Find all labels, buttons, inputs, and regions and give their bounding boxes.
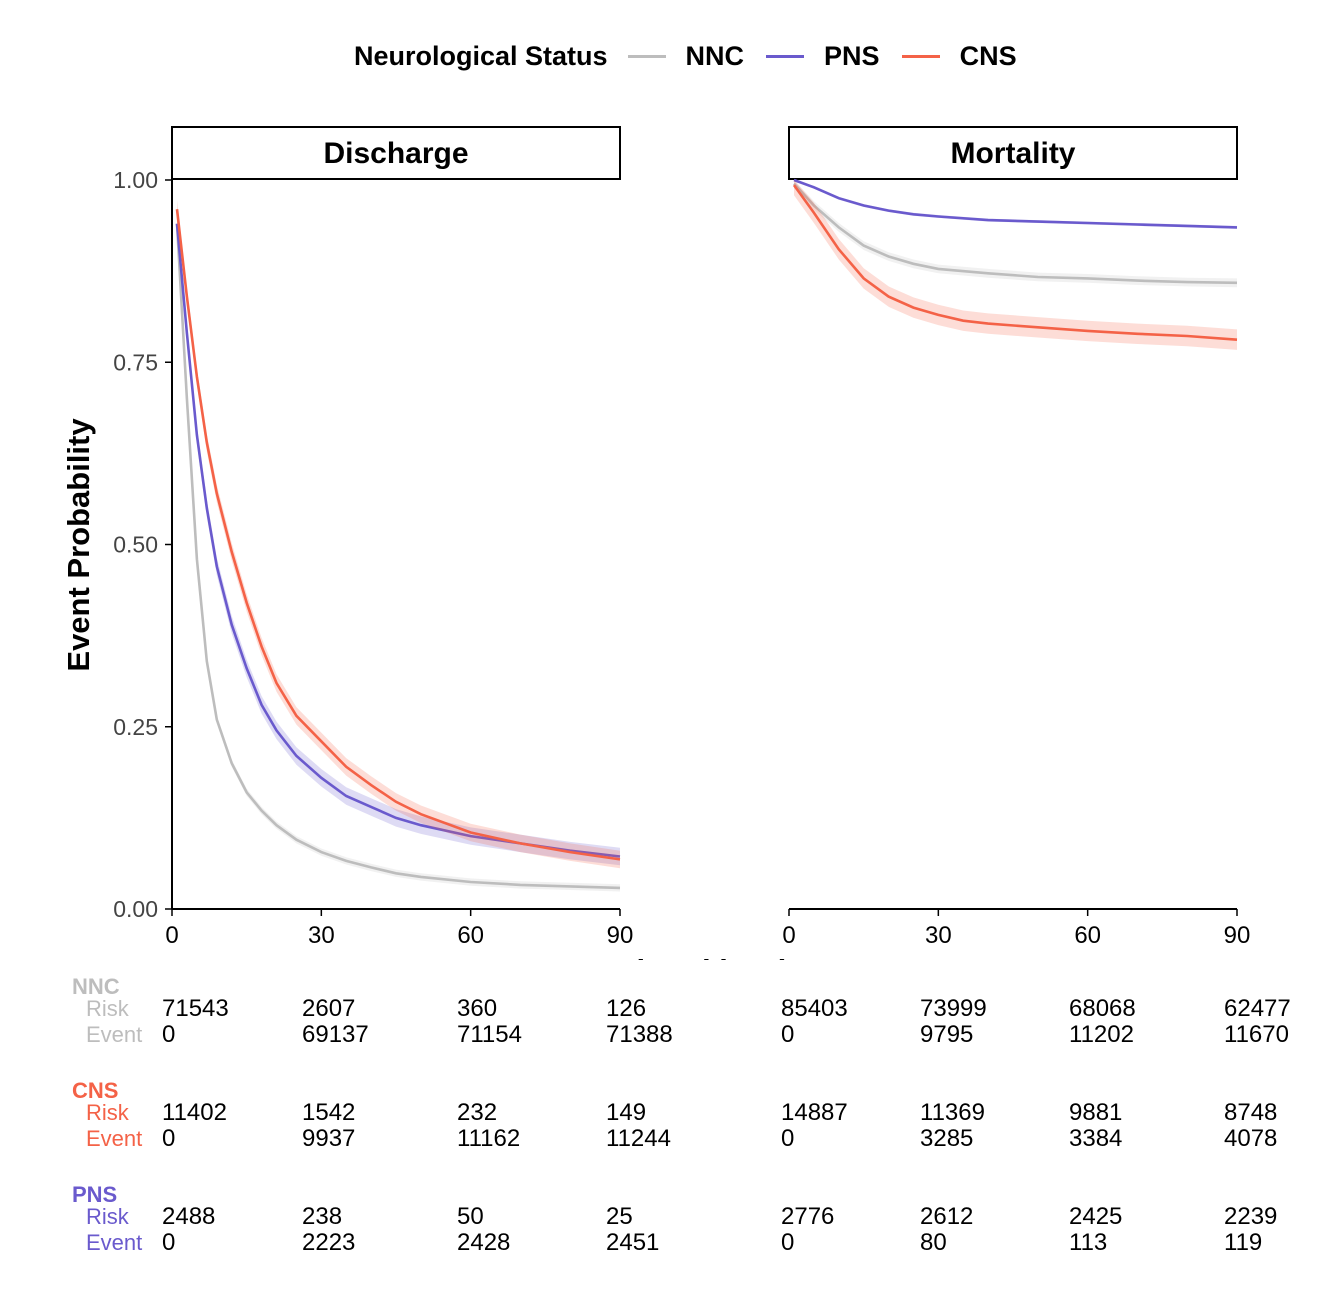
risk-cell-mortality: 9795 xyxy=(920,1021,974,1048)
panel-strip xyxy=(171,126,621,180)
risk-row-label: Event xyxy=(86,1230,143,1255)
x-tick-label: 60 xyxy=(1074,922,1101,949)
series-line-pns xyxy=(175,223,621,858)
risk-cell-mortality: 11670 xyxy=(1224,1021,1289,1048)
risk-cell-discharge: 232 xyxy=(457,1099,498,1126)
series-line-pns xyxy=(793,178,1238,229)
risk-cell-discharge: 71388 xyxy=(606,1021,673,1048)
risk-cell-mortality: 0 xyxy=(781,1021,795,1048)
risk-cell-mortality: 11202 xyxy=(1069,1021,1134,1048)
risk-cell-mortality: 2612 xyxy=(920,1203,974,1230)
y-tick-label: 0.00 xyxy=(113,896,158,922)
risk-cell-discharge: 0 xyxy=(162,1021,176,1048)
risk-row-label: Event xyxy=(86,1126,143,1151)
y-tick-label: 0.75 xyxy=(113,349,158,375)
risk-cell-discharge: 2223 xyxy=(302,1229,356,1256)
legend-label-cns: CNS xyxy=(959,40,1017,71)
legend: Neurological Status NNC PNS CNS xyxy=(354,38,1039,74)
ci-band-cns xyxy=(177,200,620,869)
x-tick-label: 0 xyxy=(165,922,178,949)
series-line-nnc xyxy=(175,223,621,890)
y-tick-label: 0.50 xyxy=(113,532,158,558)
risk-cell-discharge: 69137 xyxy=(302,1021,369,1048)
risk-cell-discharge: 2607 xyxy=(302,995,356,1022)
series-line-nnc xyxy=(793,182,1238,285)
risk-cell-mortality: 2239 xyxy=(1224,1203,1278,1230)
risk-group-pns: PNS xyxy=(72,1182,118,1207)
risk-cell-mortality: 73999 xyxy=(920,995,987,1022)
legend-item-nnc: NNC xyxy=(627,40,745,72)
risk-cell-discharge: 2451 xyxy=(606,1229,660,1256)
y-tick-label: 0.25 xyxy=(113,714,158,740)
y-axis-title: Event Probability xyxy=(61,418,96,672)
risk-group-nnc: NNC xyxy=(72,974,120,999)
legend-title: Neurological Status xyxy=(354,40,608,71)
risk-cell-mortality: 0 xyxy=(781,1229,795,1256)
risk-cell-discharge: 71543 xyxy=(162,995,229,1022)
risk-row-label: Risk xyxy=(86,1204,129,1229)
risk-cell-mortality: 4078 xyxy=(1224,1125,1278,1152)
legend-key-cns xyxy=(901,54,940,58)
risk-cell-mortality: 113 xyxy=(1069,1229,1108,1256)
risk-cell-discharge: 238 xyxy=(302,1203,343,1230)
series-line-cns xyxy=(175,209,621,861)
risk-cell-mortality: 68068 xyxy=(1069,995,1136,1022)
risk-cell-discharge: 360 xyxy=(457,995,498,1022)
x-tick-label: 60 xyxy=(457,922,484,949)
chart-area: Event Probability Time (days) 0.00 0.25 0.50… xyxy=(61,126,1251,960)
risk-cell-discharge: 2488 xyxy=(162,1203,216,1230)
risk-row-label: Risk xyxy=(86,996,129,1021)
x-tick-label: 0 xyxy=(782,922,795,949)
legend-key-nnc xyxy=(627,54,666,58)
risk-cell-mortality: 2425 xyxy=(1069,1203,1123,1230)
risk-cell-mortality: 85403 xyxy=(781,995,848,1022)
risk-cell-mortality: 9881 xyxy=(1069,1099,1123,1126)
panel-title: Discharge xyxy=(323,137,468,170)
risk-cell-mortality: 3384 xyxy=(1069,1125,1123,1152)
risk-row-label: Event xyxy=(86,1022,143,1047)
risk-cell-discharge: 0 xyxy=(162,1125,176,1152)
risk-cell-discharge: 2428 xyxy=(457,1229,511,1256)
x-tick-label: 90 xyxy=(1224,922,1251,949)
x-tick-label: 30 xyxy=(925,922,952,949)
panel-strip xyxy=(788,126,1238,180)
ci-band-cns xyxy=(794,180,1237,350)
risk-cell-mortality: 8748 xyxy=(1224,1099,1278,1126)
risk-cell-mortality: 119 xyxy=(1224,1229,1263,1256)
risk-cell-mortality: 11369 xyxy=(920,1099,985,1126)
risk-cell-discharge: 11162 xyxy=(457,1125,521,1152)
legend-label-nnc: NNC xyxy=(685,40,745,71)
risk-cell-discharge: 9937 xyxy=(302,1125,356,1152)
legend-label-pns: PNS xyxy=(824,40,880,71)
risk-cell-discharge: 11402 xyxy=(162,1099,227,1126)
legend-item-cns: CNS xyxy=(901,40,1017,72)
risk-cell-discharge: 126 xyxy=(606,995,647,1022)
legend-key-pns xyxy=(766,54,805,58)
risk-cell-mortality: 14887 xyxy=(781,1099,848,1126)
ci-band-pns xyxy=(177,215,620,866)
risk-cell-mortality: 62477 xyxy=(1224,995,1291,1022)
risk-group-cns: CNS xyxy=(72,1078,119,1103)
risk-row-label: Risk xyxy=(86,1100,129,1125)
risk-cell-discharge: 11244 xyxy=(606,1125,671,1152)
risk-cell-mortality: 0 xyxy=(781,1125,795,1152)
risk-cell-discharge: 50 xyxy=(457,1203,484,1230)
risk-cell-discharge: 1542 xyxy=(302,1099,356,1126)
risk-table: NNC Risk 71543 2607 360 126 85403 73999 68068 624… xyxy=(0,960,1328,1290)
risk-cell-discharge: 25 xyxy=(606,1203,633,1230)
panel-title: Mortality xyxy=(950,137,1075,170)
risk-cell-discharge: 149 xyxy=(606,1099,647,1126)
risk-cell-discharge: 71154 xyxy=(457,1021,522,1048)
risk-cell-mortality: 2776 xyxy=(781,1203,835,1230)
series-line-cns xyxy=(792,184,1238,341)
ci-band-nnc xyxy=(177,220,620,892)
risk-cell-discharge: 0 xyxy=(162,1229,176,1256)
y-tick-label: 1.00 xyxy=(113,167,158,193)
risk-cell-mortality: 80 xyxy=(920,1229,947,1256)
x-axis-title: Time (days) xyxy=(618,953,790,960)
legend-item-pns: PNS xyxy=(766,41,880,72)
risk-cell-mortality: 3285 xyxy=(920,1125,974,1152)
x-tick-label: 90 xyxy=(607,922,634,949)
x-tick-label: 30 xyxy=(308,922,335,949)
